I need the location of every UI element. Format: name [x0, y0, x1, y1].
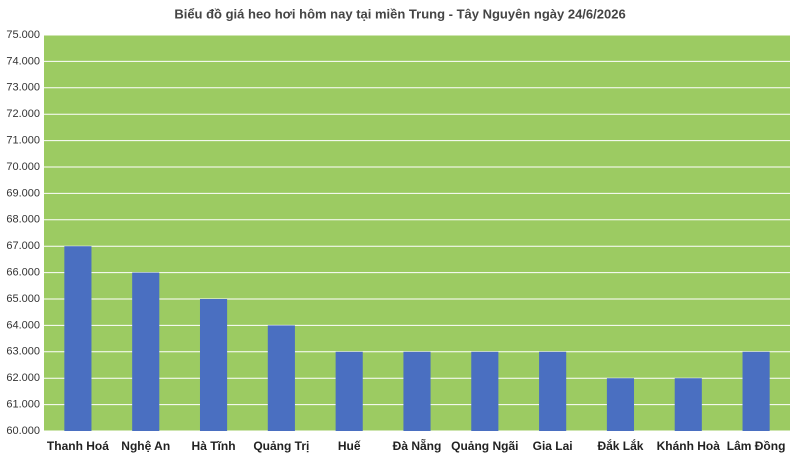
x-tick-label: Quảng Ngãi	[451, 439, 518, 453]
y-tick-label: 73.000	[6, 82, 40, 94]
bar	[471, 351, 499, 431]
y-tick-label: 70.000	[6, 161, 40, 173]
bar	[64, 246, 92, 431]
x-tick-label: Huế	[338, 439, 361, 453]
bar	[199, 299, 228, 431]
x-tick-label: Quảng Trị	[253, 439, 309, 453]
y-tick-label: 63.000	[6, 346, 40, 358]
y-tick-label: 65.000	[6, 293, 40, 305]
y-tick-label: 74.000	[6, 55, 40, 67]
y-tick-label: 62.000	[6, 372, 40, 384]
y-tick-label: 64.000	[6, 319, 40, 331]
x-tick-label: Thanh Hoá	[47, 439, 109, 453]
x-tick-label: Đà Nẵng	[393, 438, 442, 453]
bar	[742, 351, 770, 431]
y-tick-label: 69.000	[6, 187, 40, 199]
bar	[335, 351, 363, 431]
bar	[606, 378, 635, 431]
x-tick-label: Khánh Hoà	[657, 439, 721, 453]
x-tick-label: Nghệ An	[121, 439, 170, 453]
y-tick-label: 61.000	[6, 399, 40, 411]
x-tick-label: Đắk Lắk	[597, 438, 643, 453]
y-tick-label: 71.000	[6, 135, 40, 147]
y-tick-label: 67.000	[6, 240, 40, 252]
x-tick-label: Hà Tĩnh	[192, 439, 236, 453]
chart-title: Biểu đồ giá heo hơi hôm nay tại miền Tru…	[174, 6, 625, 21]
y-tick-label: 75.000	[6, 29, 40, 41]
bar	[539, 351, 567, 431]
x-tick-label: Gia Lai	[533, 439, 573, 453]
y-tick-label: 68.000	[6, 214, 40, 226]
bar	[674, 378, 702, 431]
bar	[267, 325, 295, 431]
y-tick-label: 60.000	[6, 425, 40, 437]
y-tick-label: 72.000	[6, 108, 40, 120]
bar	[132, 272, 160, 431]
y-tick-label: 66.000	[6, 267, 40, 279]
x-tick-label: Lâm Đồng	[727, 439, 786, 453]
bar	[403, 351, 431, 431]
